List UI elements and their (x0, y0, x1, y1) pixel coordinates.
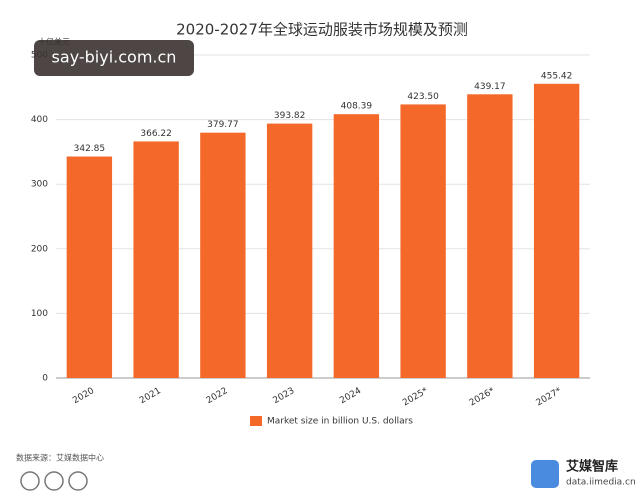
y-tick-label: 400 (31, 115, 48, 125)
value-label: 366.22 (140, 129, 172, 139)
bar (467, 94, 513, 379)
source: 数据来源：艾媒数据中心 (16, 453, 104, 463)
watermark-box (34, 40, 194, 76)
y-tick-label: 0 (42, 374, 48, 384)
bar (533, 83, 580, 379)
brand: 艾媒智库 (566, 459, 618, 475)
watermark: say-biyi.com.cn (52, 48, 177, 67)
value-label: 423.50 (407, 92, 439, 102)
bar (400, 104, 446, 378)
bar (333, 114, 380, 379)
value-label: 379.77 (207, 120, 239, 130)
value-label: 455.42 (541, 71, 573, 81)
value-label: 408.39 (341, 102, 373, 112)
bar (200, 132, 246, 378)
license-icons (20, 471, 88, 491)
bar (266, 123, 313, 378)
legend-label: Market size in billion U.S. dollars (267, 417, 413, 427)
y-tick-label: 200 (31, 244, 48, 254)
y-tick-label: 100 (31, 309, 48, 319)
chart-title: 2020-2027年全球运动服装市场规模及预测 (176, 21, 468, 39)
value-label: 439.17 (474, 82, 506, 92)
brand-logo (531, 460, 559, 488)
bar (66, 156, 113, 378)
value-label: 393.82 (274, 111, 306, 121)
brand-url: data.iimedia.cn (566, 478, 636, 488)
value-label: 342.85 (74, 144, 106, 154)
legend-swatch (250, 416, 262, 426)
bar (133, 141, 179, 378)
y-tick-label: 300 (31, 180, 48, 190)
